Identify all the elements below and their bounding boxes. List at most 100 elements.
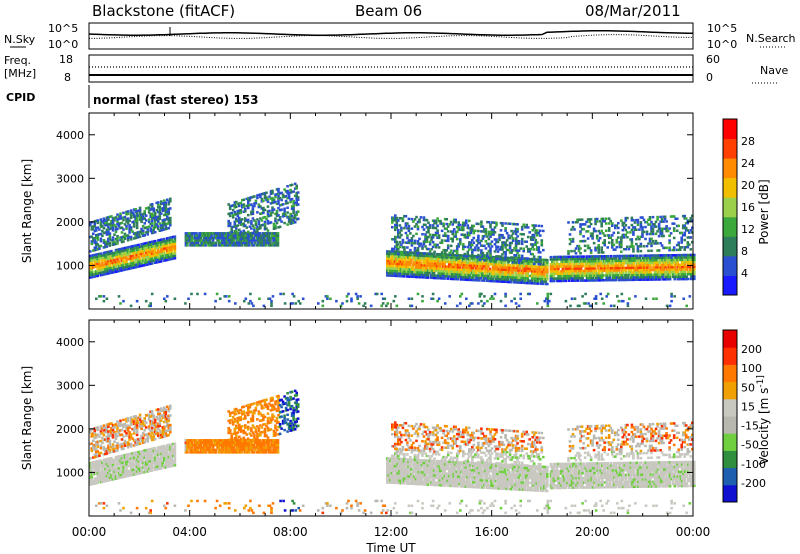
range-cell <box>153 223 157 227</box>
range-cell <box>201 232 204 235</box>
range-cell <box>170 250 174 253</box>
range-cell <box>618 241 622 244</box>
range-cell <box>635 238 638 241</box>
range-cell <box>395 260 398 263</box>
range-cell <box>579 274 583 278</box>
range-cell <box>131 213 134 217</box>
range-cell <box>619 271 622 275</box>
range-cell <box>129 228 133 231</box>
range-cell <box>434 262 437 265</box>
range-cell <box>647 223 650 226</box>
range-cell <box>494 277 498 281</box>
range-cell <box>601 241 605 245</box>
range-cell <box>245 244 248 247</box>
range-cell <box>387 259 391 263</box>
range-cell <box>246 244 250 247</box>
range-cell <box>647 259 651 262</box>
range-cell <box>402 255 406 259</box>
range-cell <box>677 248 680 252</box>
range-cell <box>502 278 505 281</box>
range-cell <box>93 465 97 468</box>
range-cell <box>654 239 658 243</box>
range-cell <box>684 221 688 225</box>
range-cell <box>326 295 329 298</box>
range-cell <box>395 219 399 222</box>
range-cell <box>639 245 643 248</box>
range-cell <box>147 211 151 214</box>
range-cell <box>508 273 511 277</box>
range-cell <box>390 264 394 268</box>
range-cell <box>428 254 431 258</box>
range-cell <box>670 254 673 257</box>
range-cell <box>522 223 525 226</box>
range-cell <box>606 259 610 263</box>
range-cell <box>228 236 232 239</box>
range-cell <box>192 232 195 235</box>
range-cell <box>661 273 664 276</box>
range-cell <box>102 241 106 244</box>
range-cell <box>619 274 622 277</box>
range-cell <box>521 279 525 282</box>
range-cell <box>102 231 106 235</box>
range-cell <box>114 248 118 252</box>
range-cell <box>561 255 565 259</box>
range-cell <box>594 220 597 223</box>
range-cell <box>250 227 253 230</box>
range-cell <box>490 233 494 236</box>
range-cell <box>90 256 94 260</box>
range-cell <box>398 240 402 244</box>
range-cell <box>563 277 566 280</box>
range-cell <box>540 224 544 228</box>
range-cell <box>262 211 265 215</box>
range-cell <box>515 264 519 267</box>
range-cell <box>116 218 119 221</box>
range-cell <box>163 240 166 243</box>
range-cell <box>646 278 649 281</box>
range-cell <box>454 235 457 238</box>
range-cell <box>688 243 691 246</box>
range-cell <box>679 275 682 278</box>
range-cell <box>569 277 572 280</box>
range-cell <box>501 224 504 227</box>
range-cell <box>448 295 451 298</box>
range-cell <box>674 217 677 220</box>
range-cell <box>599 292 602 296</box>
range-cell <box>238 204 241 208</box>
range-cell <box>579 218 582 221</box>
range-cell <box>129 250 133 253</box>
range-cell <box>576 260 580 263</box>
range-cell <box>620 273 624 277</box>
range-cell <box>149 250 152 253</box>
range-cell <box>496 280 499 283</box>
range-cell <box>193 239 197 242</box>
range-cell <box>581 262 584 266</box>
range-cell <box>420 276 424 279</box>
range-cell <box>293 187 297 190</box>
range-cell <box>140 245 143 248</box>
range-cell <box>473 274 477 277</box>
range-cell <box>639 235 643 238</box>
range-cell <box>518 276 522 280</box>
range-cell <box>489 249 492 253</box>
range-cell <box>590 264 593 268</box>
range-cell <box>683 258 687 262</box>
range-cell <box>203 292 207 296</box>
range-cell <box>296 198 300 201</box>
range-cell <box>487 242 491 246</box>
range-cell <box>637 266 640 269</box>
range-cell <box>99 223 103 226</box>
range-cell <box>90 478 94 481</box>
range-cell <box>601 217 605 221</box>
range-cell <box>102 263 106 267</box>
range-cell <box>102 222 106 225</box>
range-cell <box>155 208 158 212</box>
range-cell <box>557 274 560 278</box>
range-cell <box>433 233 436 237</box>
range-cell <box>166 222 169 225</box>
range-cell <box>395 255 398 258</box>
range-cell <box>386 267 389 270</box>
range-cell <box>478 269 481 273</box>
range-cell <box>508 264 511 267</box>
range-cell <box>245 219 249 222</box>
range-cell <box>157 225 160 228</box>
